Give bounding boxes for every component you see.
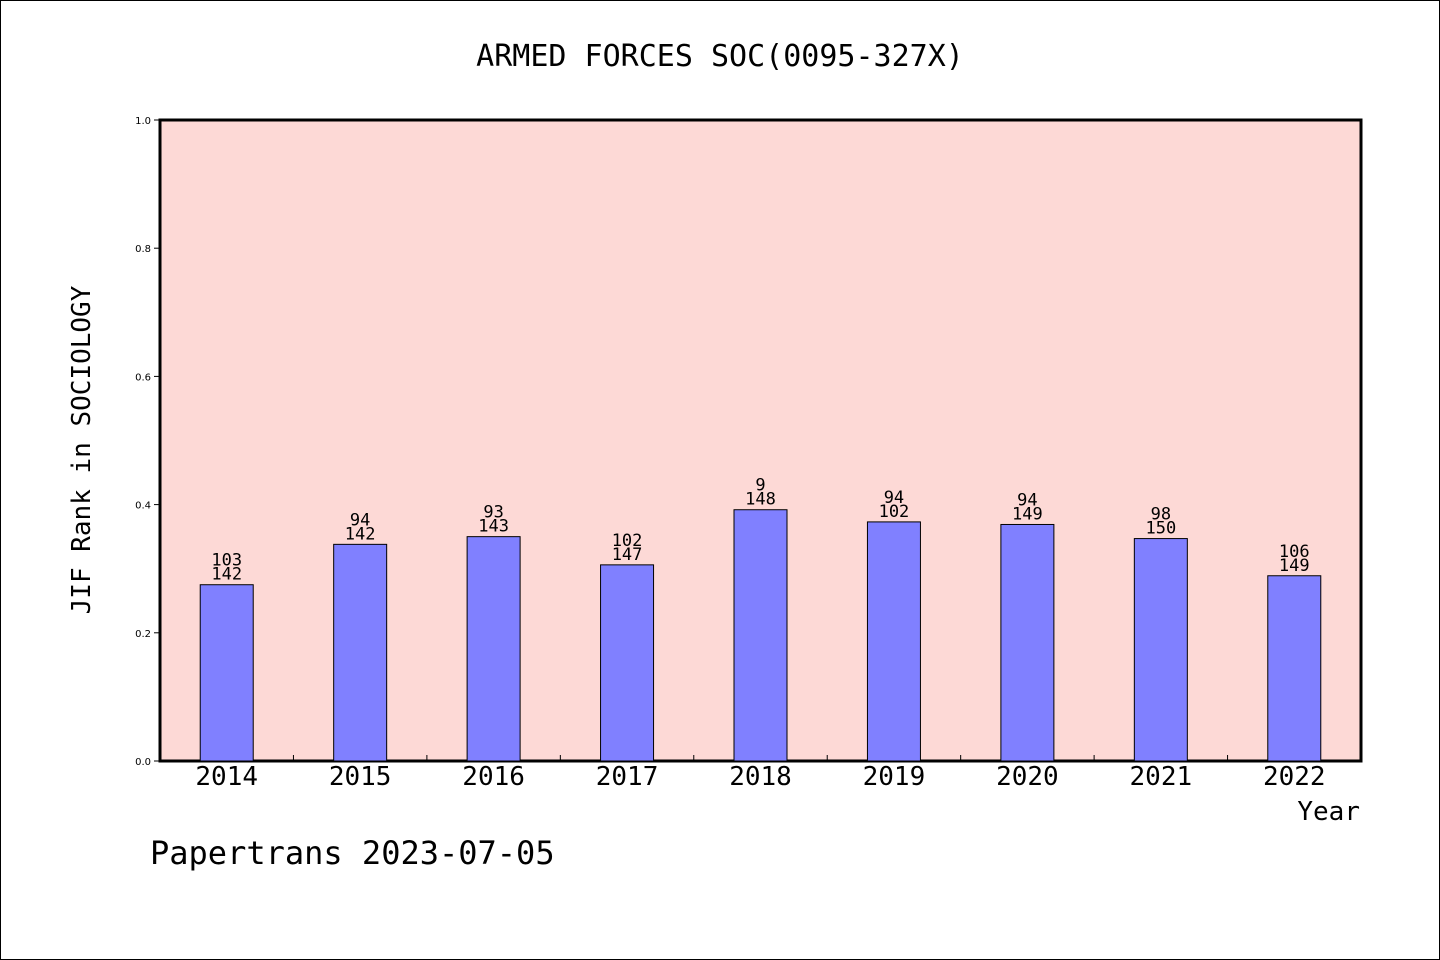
bar-total-label-2021: 150 (1145, 519, 1176, 539)
x-tick-label-2014: 2014 (195, 762, 258, 792)
x-tick-label-2016: 2016 (462, 762, 525, 792)
x-tick-label-2021: 2021 (1130, 762, 1193, 792)
chart-title: ARMED FORCES SOC(0095-327X) (476, 39, 964, 74)
y-tick-label-1.0: 1.0 (135, 116, 151, 127)
bar-2016 (466, 536, 521, 762)
bar-total-label-2017: 147 (612, 545, 643, 565)
y-tick-label-0.2: 0.2 (135, 629, 151, 640)
bars-group (199, 509, 1322, 762)
bar-rank-label-2014: 103 (211, 551, 242, 571)
bar-rank-label-2020: 94 (1017, 490, 1037, 510)
bar-rank-label-2015: 94 (350, 510, 370, 530)
bar-total-label-2020: 149 (1012, 504, 1043, 524)
bar-rank-label-2021: 98 (1151, 505, 1171, 525)
x-tick-label-2015: 2015 (329, 762, 392, 792)
y-axis: 0.0 0.2 0.4 0.6 0.8 1.0 (135, 116, 160, 768)
y-axis-label: JIF Rank in SOCIOLOGY (67, 285, 97, 614)
bar-2014 (199, 584, 254, 762)
bar-2017 (600, 564, 655, 762)
bar-2022 (1267, 575, 1322, 762)
x-axis-label: Year (1297, 797, 1360, 827)
x-axis: 2014 2015 2016 2017 2018 2019 2020 2021 2022 (195, 755, 1326, 792)
x-tick-label-2022: 2022 (1263, 762, 1326, 792)
y-tick-label-0.4: 0.4 (135, 501, 151, 512)
y-tick-label-0.0: 0.0 (135, 757, 151, 768)
bar-total-label-2015: 142 (345, 524, 376, 544)
bar-total-label-2014: 142 (211, 565, 242, 585)
bar-2019 (866, 521, 921, 762)
footer-credit: Papertrans 2023-07-05 (150, 834, 555, 872)
x-tick-label-2018: 2018 (729, 762, 792, 792)
bar-2021 (1133, 538, 1188, 762)
bar-rank-label-2017: 102 (612, 531, 643, 551)
bar-rank-label-2022: 106 (1279, 542, 1310, 562)
bar-rank-label-2016: 93 (483, 503, 503, 523)
bar-total-label-2022: 149 (1279, 556, 1310, 576)
bar-rank-label-2019: 94 (884, 488, 904, 508)
bar-rank-label-2018: 9 (755, 476, 765, 496)
bar-2018 (733, 509, 788, 762)
y-tick-label-0.6: 0.6 (135, 372, 151, 383)
bar-2015 (333, 543, 388, 762)
bar-2020 (1000, 523, 1055, 762)
x-tick-label-2017: 2017 (596, 762, 659, 792)
x-tick-label-2019: 2019 (863, 762, 926, 792)
bar-total-label-2018: 148 (745, 490, 776, 510)
y-tick-label-0.8: 0.8 (135, 244, 151, 255)
bar-total-label-2016: 143 (478, 517, 509, 537)
x-tick-label-2020: 2020 (996, 762, 1059, 792)
bar-total-label-2019: 102 (879, 502, 910, 522)
